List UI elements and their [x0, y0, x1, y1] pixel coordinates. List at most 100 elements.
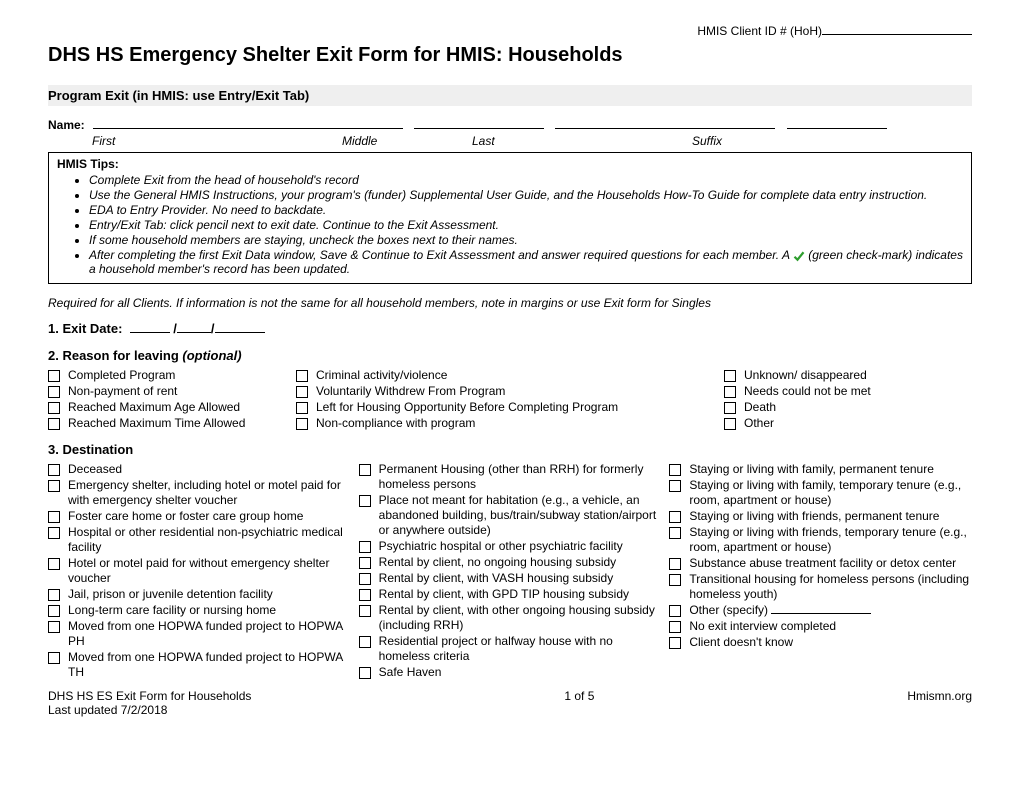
checkbox-icon[interactable]: [48, 464, 60, 476]
checkbox-label: Other (specify): [689, 603, 871, 618]
checkbox-item[interactable]: Needs could not be met: [724, 384, 972, 399]
checkbox-icon[interactable]: [48, 589, 60, 601]
checkbox-item[interactable]: Rental by client, with VASH housing subs…: [359, 571, 662, 586]
checkbox-item[interactable]: Transitional housing for homeless person…: [669, 572, 972, 602]
checkbox-label: Moved from one HOPWA funded project to H…: [68, 619, 351, 649]
checkbox-item[interactable]: Residential project or halfway house wit…: [359, 634, 662, 664]
checkbox-icon[interactable]: [296, 402, 308, 414]
checkbox-icon[interactable]: [48, 621, 60, 633]
checkbox-icon[interactable]: [359, 557, 371, 569]
checkbox-item[interactable]: Rental by client, with other ongoing hou…: [359, 603, 662, 633]
checkbox-item[interactable]: Emergency shelter, including hotel or mo…: [48, 478, 351, 508]
checkbox-item[interactable]: Unknown/ disappeared: [724, 368, 972, 383]
checkbox-icon[interactable]: [669, 464, 681, 476]
checkbox-icon[interactable]: [669, 574, 681, 586]
checkbox-item[interactable]: Psychiatric hospital or other psychiatri…: [359, 539, 662, 554]
checkbox-icon[interactable]: [48, 418, 60, 430]
checkbox-item[interactable]: Moved from one HOPWA funded project to H…: [48, 619, 351, 649]
client-id-line: HMIS Client ID # (HoH): [48, 20, 972, 38]
checkbox-icon[interactable]: [48, 605, 60, 617]
exit-date-mm[interactable]: [130, 320, 170, 333]
checkbox-item[interactable]: Other: [724, 416, 972, 431]
checkbox-item[interactable]: Left for Housing Opportunity Before Comp…: [296, 400, 716, 415]
name-suffix-input[interactable]: [787, 114, 887, 129]
checkbox-item[interactable]: No exit interview completed: [669, 619, 972, 634]
checkbox-icon[interactable]: [296, 370, 308, 382]
checkbox-icon[interactable]: [359, 605, 371, 617]
checkbox-item[interactable]: Completed Program: [48, 368, 288, 383]
checkbox-label: Emergency shelter, including hotel or mo…: [68, 478, 351, 508]
checkbox-item[interactable]: Criminal activity/violence: [296, 368, 716, 383]
checkbox-icon[interactable]: [669, 621, 681, 633]
checkbox-label: Reached Maximum Time Allowed: [68, 416, 245, 431]
checkbox-icon[interactable]: [724, 402, 736, 414]
checkbox-item[interactable]: Death: [724, 400, 972, 415]
checkbox-icon[interactable]: [669, 605, 681, 617]
checkbox-item[interactable]: Other (specify): [669, 603, 972, 618]
checkbox-icon[interactable]: [724, 386, 736, 398]
checkbox-item[interactable]: Non-payment of rent: [48, 384, 288, 399]
tip-item: If some household members are staying, u…: [89, 233, 963, 247]
checkbox-item[interactable]: Moved from one HOPWA funded project to H…: [48, 650, 351, 680]
checkbox-icon[interactable]: [669, 637, 681, 649]
checkbox-icon[interactable]: [48, 386, 60, 398]
checkbox-item[interactable]: Reached Maximum Time Allowed: [48, 416, 288, 431]
exit-date-dd[interactable]: [177, 320, 211, 333]
checkbox-item[interactable]: Reached Maximum Age Allowed: [48, 400, 288, 415]
name-middle-input[interactable]: [414, 114, 544, 129]
checkbox-icon[interactable]: [48, 402, 60, 414]
checkbox-icon[interactable]: [48, 558, 60, 570]
checkbox-icon[interactable]: [359, 464, 371, 476]
checkbox-item[interactable]: Safe Haven: [359, 665, 662, 680]
checkbox-icon[interactable]: [724, 370, 736, 382]
checkbox-icon[interactable]: [669, 511, 681, 523]
checkbox-item[interactable]: Staying or living with friends, temporar…: [669, 525, 972, 555]
checkbox-icon[interactable]: [48, 480, 60, 492]
name-first-input[interactable]: [93, 114, 403, 129]
checkbox-label: Reached Maximum Age Allowed: [68, 400, 240, 415]
checkbox-icon[interactable]: [48, 527, 60, 539]
checkbox-icon[interactable]: [359, 589, 371, 601]
checkbox-icon[interactable]: [48, 652, 60, 664]
checkbox-item[interactable]: Jail, prison or juvenile detention facil…: [48, 587, 351, 602]
checkbox-item[interactable]: Foster care home or foster care group ho…: [48, 509, 351, 524]
q2-col1: Completed ProgramNon-payment of rentReac…: [48, 368, 288, 431]
tip-item: Complete Exit from the head of household…: [89, 173, 963, 187]
checkbox-icon[interactable]: [359, 495, 371, 507]
checkbox-label: Staying or living with family, permanent…: [689, 462, 934, 477]
checkbox-item[interactable]: Staying or living with family, permanent…: [669, 462, 972, 477]
checkbox-label: Left for Housing Opportunity Before Comp…: [316, 400, 618, 415]
checkbox-item[interactable]: Hospital or other residential non-psychi…: [48, 525, 351, 555]
checkbox-icon[interactable]: [359, 636, 371, 648]
checkbox-icon[interactable]: [724, 418, 736, 430]
checkbox-icon[interactable]: [359, 573, 371, 585]
checkbox-item[interactable]: Voluntarily Withdrew From Program: [296, 384, 716, 399]
checkbox-item[interactable]: Client doesn't know: [669, 635, 972, 650]
checkbox-item[interactable]: Staying or living with friends, permanen…: [669, 509, 972, 524]
checkbox-icon[interactable]: [669, 527, 681, 539]
checkbox-item[interactable]: Staying or living with family, temporary…: [669, 478, 972, 508]
checkbox-item[interactable]: Place not meant for habitation (e.g., a …: [359, 493, 662, 538]
checkbox-label: Staying or living with friends, temporar…: [689, 525, 972, 555]
checkbox-item[interactable]: Non-compliance with program: [296, 416, 716, 431]
checkbox-item[interactable]: Rental by client, with GPD TIP housing s…: [359, 587, 662, 602]
checkbox-item[interactable]: Permanent Housing (other than RRH) for f…: [359, 462, 662, 492]
name-last-input[interactable]: [555, 114, 775, 129]
checkbox-item[interactable]: Deceased: [48, 462, 351, 477]
checkbox-icon[interactable]: [669, 480, 681, 492]
client-id-blank[interactable]: [822, 20, 972, 35]
exit-date-yyyy[interactable]: [215, 320, 265, 333]
checkbox-icon[interactable]: [669, 558, 681, 570]
checkbox-item[interactable]: Hotel or motel paid for without emergenc…: [48, 556, 351, 586]
checkbox-icon[interactable]: [48, 370, 60, 382]
checkbox-icon[interactable]: [359, 541, 371, 553]
checkbox-icon[interactable]: [48, 511, 60, 523]
checkbox-item[interactable]: Substance abuse treatment facility or de…: [669, 556, 972, 571]
checkbox-icon[interactable]: [359, 667, 371, 679]
checkbox-icon[interactable]: [296, 418, 308, 430]
checkbox-icon[interactable]: [296, 386, 308, 398]
q3-col3: Staying or living with family, permanent…: [669, 462, 972, 650]
other-specify-blank[interactable]: [771, 603, 871, 614]
checkbox-item[interactable]: Long-term care facility or nursing home: [48, 603, 351, 618]
checkbox-item[interactable]: Rental by client, no ongoing housing sub…: [359, 555, 662, 570]
